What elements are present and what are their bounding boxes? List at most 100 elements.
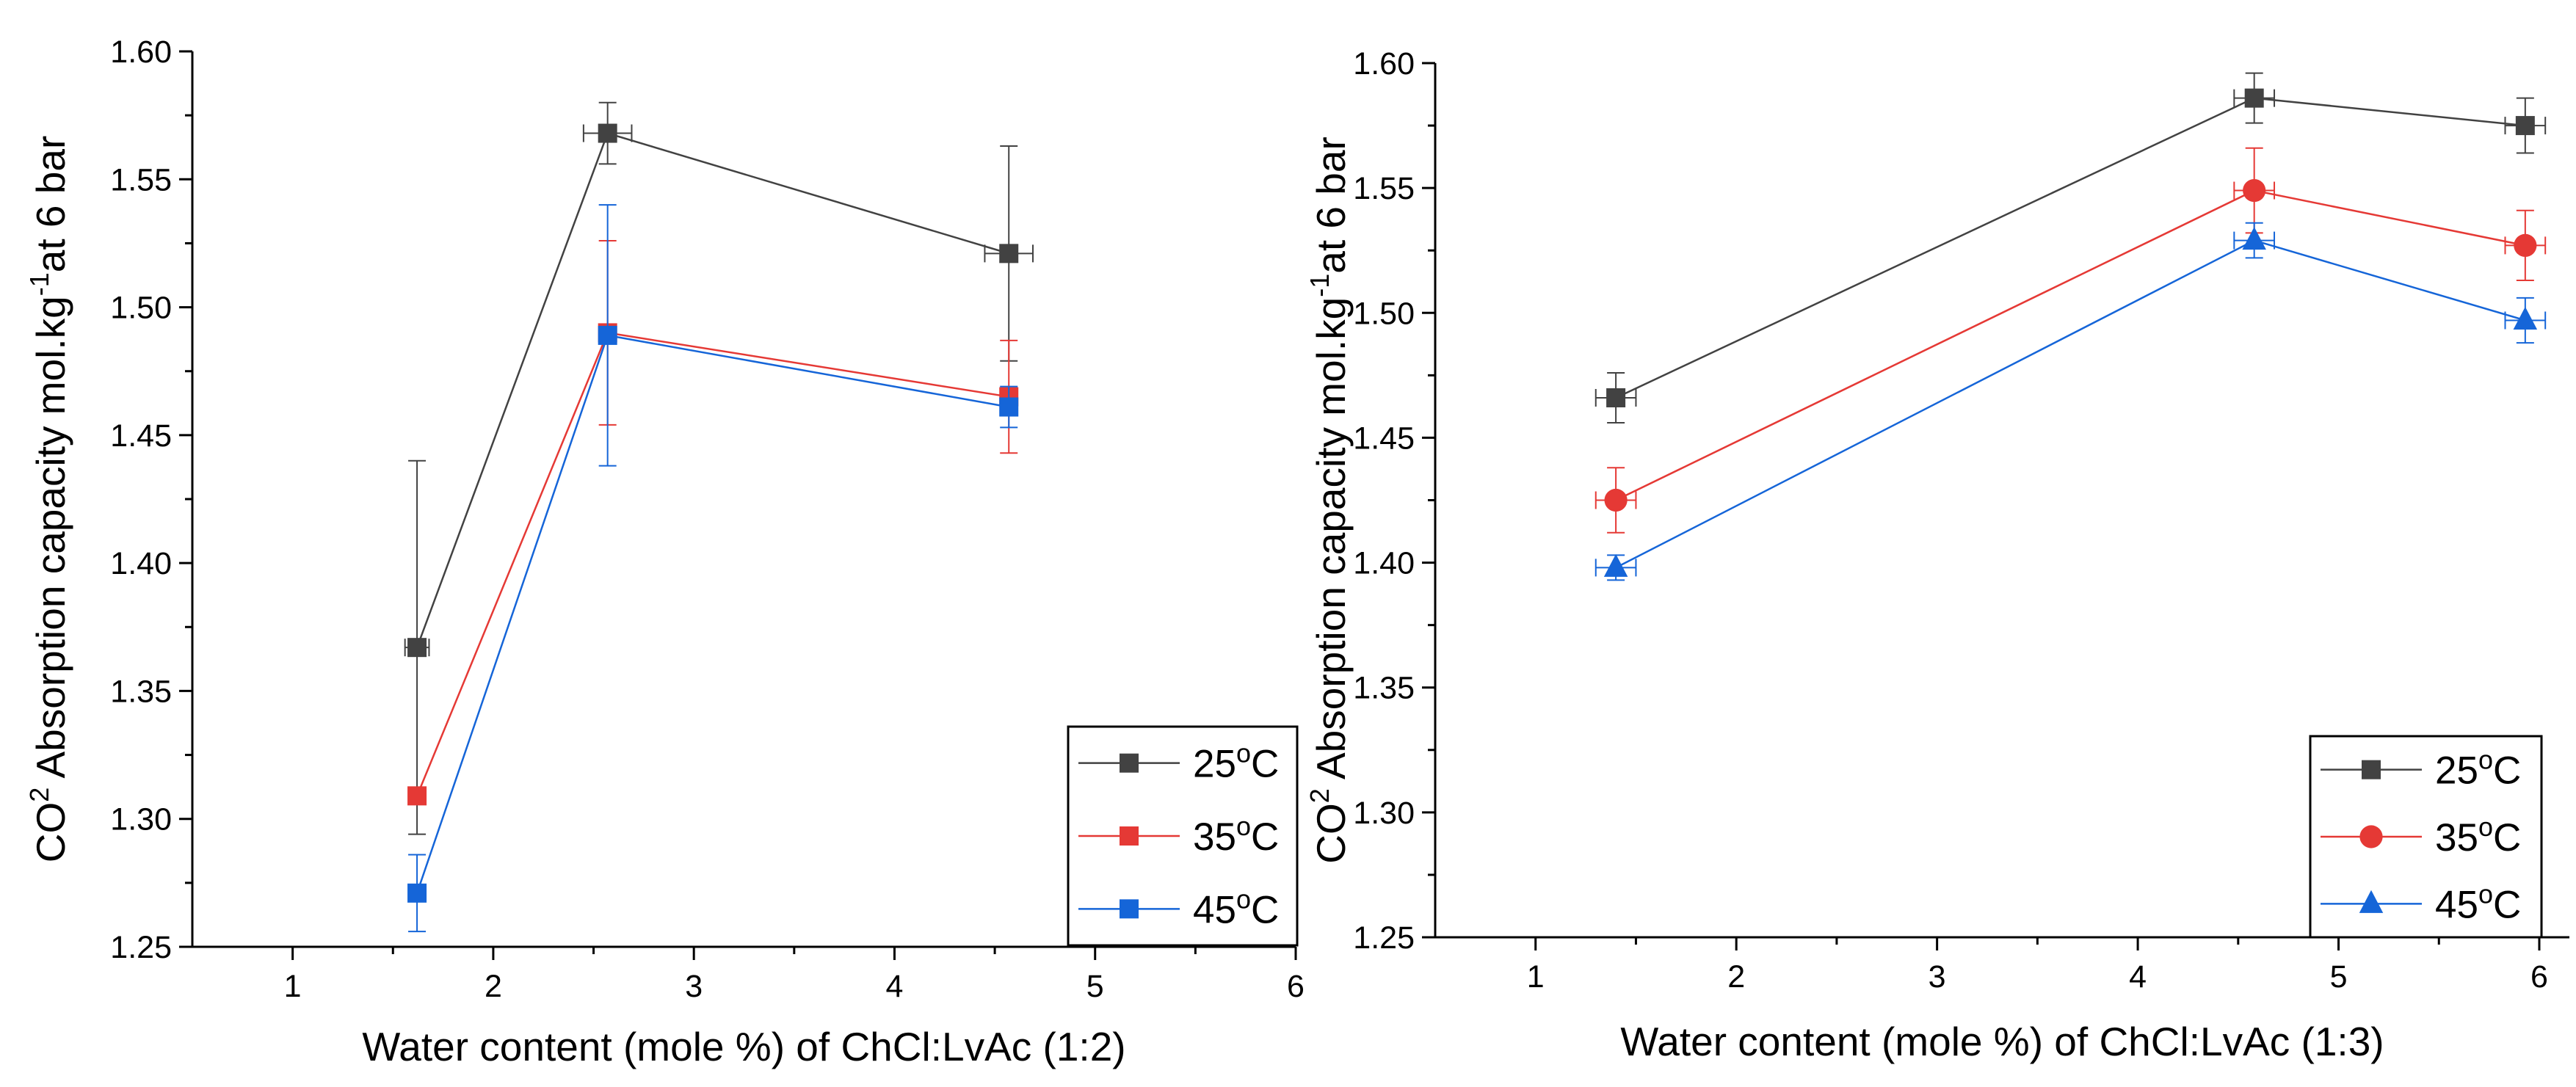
data-point	[2514, 233, 2537, 258]
series-35C	[1594, 147, 2547, 534]
data-point	[598, 325, 617, 345]
series-35C	[407, 239, 1019, 806]
y-axis-label-text: CO	[28, 802, 73, 863]
legend-label-value: 45	[2435, 883, 2478, 926]
data-point	[1604, 488, 1628, 512]
legend-marker	[1120, 899, 1139, 919]
x-tick-label: 6	[1287, 969, 1305, 1004]
x-tick-label: 1	[1527, 959, 1545, 995]
series-25C	[1594, 72, 2547, 424]
series-line	[416, 332, 1009, 796]
right-chart-panel: 1.251.301.351.401.451.501.551.601 2 3 4 5 6Wa…	[1305, 46, 2569, 1064]
data-point	[2243, 178, 2266, 203]
data-point	[2515, 116, 2535, 136]
x-tick-label: 5	[1086, 969, 1104, 1004]
legend-label-unit: C	[2493, 883, 2521, 926]
x-tick-label: 3	[1929, 959, 1946, 995]
left-chart-panel: 1.251.301.351.401.451.501.551.601 2 3 4 5 6Wa…	[24, 34, 1305, 1069]
y-axis-label: CO2 Absorption capacity mol.kg-1at 6 bar	[1305, 137, 1354, 864]
y-axis-label-text: Absorption capacity mol.kg	[28, 296, 73, 788]
series-line	[416, 334, 1009, 894]
legend-label-degree: o	[2478, 812, 2493, 842]
y-axis-label: CO2 Absorption capacity mol.kg-1at 6 bar	[24, 136, 73, 863]
legend-label-degree: o	[2478, 745, 2493, 775]
y-tick-label: 1.45	[1353, 421, 1415, 456]
series-line	[1615, 97, 2525, 399]
legend-label-unit: C	[2493, 749, 2521, 793]
x-tick-label: 5	[2330, 959, 2348, 995]
data-point	[407, 883, 427, 903]
series-25C	[404, 101, 1034, 835]
data-point	[999, 244, 1019, 263]
y-tick-label: 1.60	[110, 34, 172, 70]
y-tick-label: 1.50	[1353, 296, 1415, 331]
y-tick-label: 1.30	[1353, 796, 1415, 831]
y-tick-label: 1.25	[1353, 920, 1415, 956]
data-point	[2242, 227, 2266, 250]
y-axis-label-superscript: -1	[24, 272, 54, 296]
y-tick-label: 1.35	[1353, 671, 1415, 706]
data-point	[2244, 88, 2264, 108]
y-tick-label: 1.40	[110, 546, 172, 581]
data-point	[1606, 388, 1626, 407]
y-axis-label-superscript: -1	[1305, 274, 1335, 297]
legend-label: 25oC	[1193, 738, 1279, 786]
legend-label-unit: C	[1251, 743, 1279, 786]
y-tick-label: 1.55	[110, 162, 172, 197]
legend-label-unit: C	[2493, 816, 2521, 859]
y-axis-label-superscript: 2	[24, 788, 54, 802]
y-axis-label-text: at 6 bar	[1308, 137, 1354, 274]
series-45C	[407, 204, 1019, 933]
legend-label-degree: o	[2478, 879, 2493, 909]
legend-label-value: 35	[1193, 815, 1236, 859]
y-tick-label: 1.45	[110, 418, 172, 454]
x-tick-label: 1	[284, 969, 302, 1004]
series-45C	[1594, 222, 2547, 581]
y-tick-label: 1.30	[110, 802, 172, 837]
data-point	[598, 123, 617, 143]
legend-marker	[2359, 890, 2384, 913]
data-point	[1603, 553, 1628, 577]
y-tick-label: 1.60	[1353, 46, 1415, 81]
legend-label-degree: o	[1236, 884, 1251, 914]
legend-label-degree: o	[1236, 738, 1251, 768]
y-axis-label-text: CO	[1308, 803, 1354, 864]
x-tick-label: 2	[1727, 959, 1745, 995]
legend-label-value: 35	[2435, 816, 2478, 859]
y-axis-label-text: Absorption capacity mol.kg	[1308, 297, 1354, 789]
x-tick-label: 3	[685, 969, 703, 1004]
legend-marker	[1120, 826, 1139, 846]
x-tick-label: 6	[2530, 959, 2548, 995]
x-tick-label: 2	[485, 969, 502, 1004]
legend-label-unit: C	[1251, 888, 1279, 931]
legend-label: 35oC	[2435, 812, 2521, 859]
legend-label: 45oC	[2435, 879, 2521, 926]
x-axis-label: Water content (mole %) of ChCl:LvAc (1:2…	[362, 1024, 1125, 1069]
y-tick-label: 1.50	[110, 291, 172, 326]
data-point	[407, 786, 427, 806]
x-axis-label: Water content (mole %) of ChCl:LvAc (1:3…	[1620, 1019, 2384, 1064]
x-tick-label: 4	[885, 969, 903, 1004]
series-line	[1615, 239, 2526, 569]
legend-label-value: 25	[1193, 743, 1236, 786]
series-line	[1615, 189, 2526, 501]
y-tick-label: 1.35	[110, 674, 172, 709]
data-point	[2513, 306, 2538, 330]
legend-label-value: 25	[2435, 749, 2478, 793]
y-axis-label-text: at 6 bar	[28, 136, 73, 273]
legend-label: 45oC	[1193, 884, 1279, 931]
data-point	[407, 638, 427, 658]
legend-label-value: 45	[1193, 888, 1236, 931]
legend-label-unit: C	[1251, 815, 1279, 859]
legend-marker	[2362, 760, 2381, 779]
y-axis-label-superscript: 2	[1305, 788, 1335, 803]
legend-label: 35oC	[1193, 811, 1279, 859]
x-tick-label: 4	[2129, 959, 2147, 995]
y-tick-label: 1.40	[1353, 546, 1415, 581]
legend-marker	[1120, 753, 1139, 773]
legend-label: 25oC	[2435, 745, 2521, 793]
data-point	[999, 397, 1019, 417]
